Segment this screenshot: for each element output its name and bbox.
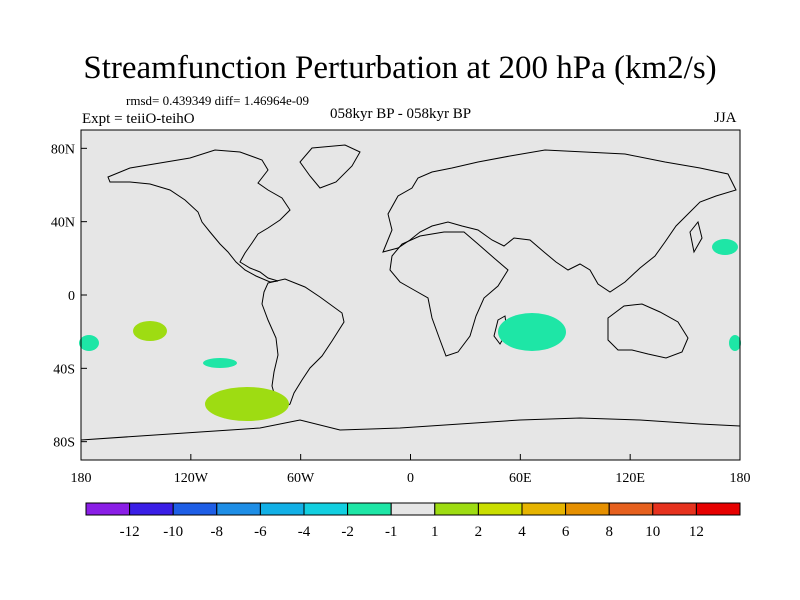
lon-tick-label: 60E <box>509 471 532 486</box>
lat-tick-label: 80N <box>51 142 75 157</box>
colorbar-swatch <box>129 502 174 516</box>
season-label: JJA <box>714 110 737 126</box>
axis-ticks <box>80 147 741 460</box>
colorbar-label: -1 <box>385 524 398 540</box>
colorbar-swatch <box>565 502 610 516</box>
colorbar-label: -12 <box>120 524 140 540</box>
colorbar-label: 1 <box>431 524 439 540</box>
colorbar-label: 6 <box>562 524 570 540</box>
colorbar-label: 2 <box>475 524 483 540</box>
lat-tick-label: 40N <box>51 216 75 231</box>
coast-africa <box>389 231 509 357</box>
coast-japan <box>689 220 703 254</box>
coast-antarctica <box>80 417 741 441</box>
colorbar-swatch <box>85 502 131 516</box>
contour-fills <box>79 239 741 421</box>
contour-south-pacific-small <box>133 321 167 341</box>
colorbar-swatch <box>434 502 479 516</box>
colorbar-swatch <box>477 502 523 516</box>
lon-tick-label: 120W <box>174 471 209 486</box>
colorbar-label: -8 <box>211 524 224 540</box>
coastlines <box>80 144 741 441</box>
lon-tick-label: 0 <box>407 471 414 486</box>
colorbar-label: 8 <box>605 524 613 540</box>
coast-australia <box>607 303 689 359</box>
lon-tick-label: 180 <box>71 471 92 486</box>
contour-west-edge <box>79 335 99 351</box>
chart-title: Streamfunction Perturbation at 200 hPa (… <box>83 50 717 86</box>
colorbar-swatch <box>259 502 305 516</box>
contour-indian-ocean <box>498 313 566 351</box>
colorbar-swatch <box>652 502 697 516</box>
colorbar-label: 4 <box>518 524 526 540</box>
lat-tick-label: 0 <box>68 289 75 304</box>
map-background <box>81 130 740 460</box>
axis-tick-labels: 180 120W 60W 0 60E 120E 180 80N 40N 0 40S 80S <box>51 142 751 486</box>
colorbar-swatch <box>608 502 654 516</box>
colorbar-swatch <box>695 502 741 516</box>
colorbar-label: 10 <box>645 524 660 540</box>
colorbar-swatch <box>172 502 218 516</box>
lon-tick-label: 60W <box>287 471 315 486</box>
contour-east-edge <box>729 335 741 351</box>
colorbar-swatch <box>347 502 392 516</box>
colorbar-label: 12 <box>689 524 704 540</box>
colorbar-swatch <box>390 502 436 516</box>
colorbar: -12 -10 -8 -6 -4 -2 -1 1 2 4 6 8 10 12 <box>85 502 741 540</box>
colorbar-swatch <box>521 502 567 516</box>
contour-pacific-north <box>712 239 738 255</box>
colorbar-label: -4 <box>298 524 311 540</box>
coast-greenland <box>299 144 361 189</box>
coast-south-america <box>261 278 345 409</box>
colorbar-label: -2 <box>341 524 354 540</box>
colorbar-label: -10 <box>163 524 183 540</box>
lat-tick-label: 40S <box>53 362 75 377</box>
lon-tick-label: 180 <box>730 471 751 486</box>
period-label: 058kyr BP - 058kyr BP <box>330 106 472 122</box>
colorbar-label: -6 <box>254 524 267 540</box>
experiment-label: Expt = teiiO-teihO <box>82 111 195 127</box>
coast-north-america <box>107 149 291 283</box>
lon-tick-label: 120E <box>615 471 645 486</box>
stats-label: rmsd= 0.439349 diff= 1.46964e-09 <box>126 93 310 108</box>
coast-eurasia <box>382 149 737 293</box>
contour-east-pacific-south <box>203 358 237 368</box>
colorbar-swatch <box>216 502 261 516</box>
lat-tick-label: 80S <box>53 436 75 451</box>
colorbar-swatch <box>303 502 349 516</box>
contour-south-pacific-large <box>205 387 289 421</box>
